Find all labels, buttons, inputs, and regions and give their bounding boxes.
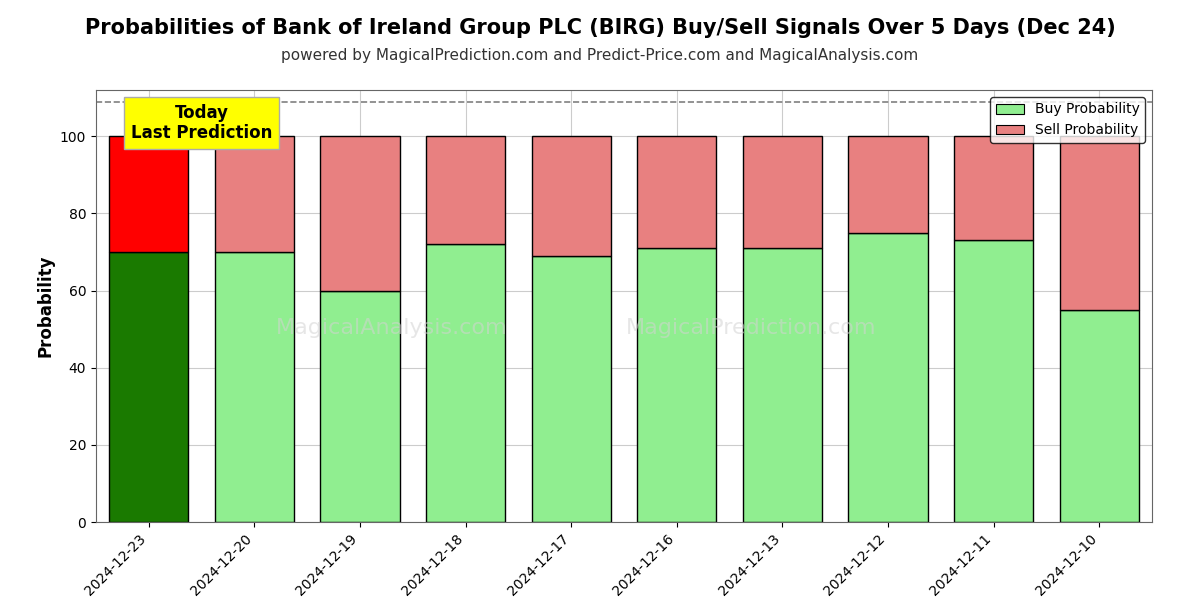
Bar (215, 252, 294, 522)
Text: Probabilities of Bank of Ireland Group PLC (BIRG) Buy/Sell Signals Over 5 Days (: Probabilities of Bank of Ireland Group P… (85, 18, 1115, 38)
Bar (743, 248, 822, 522)
Bar (637, 248, 716, 522)
Legend: Buy Probability, Sell Probability: Buy Probability, Sell Probability (990, 97, 1145, 143)
Bar (532, 256, 611, 522)
Text: powered by MagicalPrediction.com and Predict-Price.com and MagicalAnalysis.com: powered by MagicalPrediction.com and Pre… (281, 48, 919, 63)
Bar (109, 136, 188, 252)
Text: MagicalPrediction.com: MagicalPrediction.com (625, 317, 876, 338)
Bar (215, 136, 294, 252)
Bar (848, 136, 928, 233)
Bar (1060, 310, 1139, 522)
Bar (1060, 136, 1139, 310)
Bar (954, 241, 1033, 522)
Y-axis label: Probability: Probability (36, 255, 54, 357)
Bar (637, 136, 716, 248)
Bar (426, 244, 505, 522)
Bar (743, 136, 822, 248)
Bar (954, 136, 1033, 241)
Bar (426, 136, 505, 244)
Bar (320, 136, 400, 290)
Bar (848, 233, 928, 522)
Bar (532, 136, 611, 256)
Text: Today
Last Prediction: Today Last Prediction (131, 103, 272, 142)
Text: MagicalAnalysis.com: MagicalAnalysis.com (276, 317, 508, 338)
Bar (109, 252, 188, 522)
Bar (320, 290, 400, 522)
